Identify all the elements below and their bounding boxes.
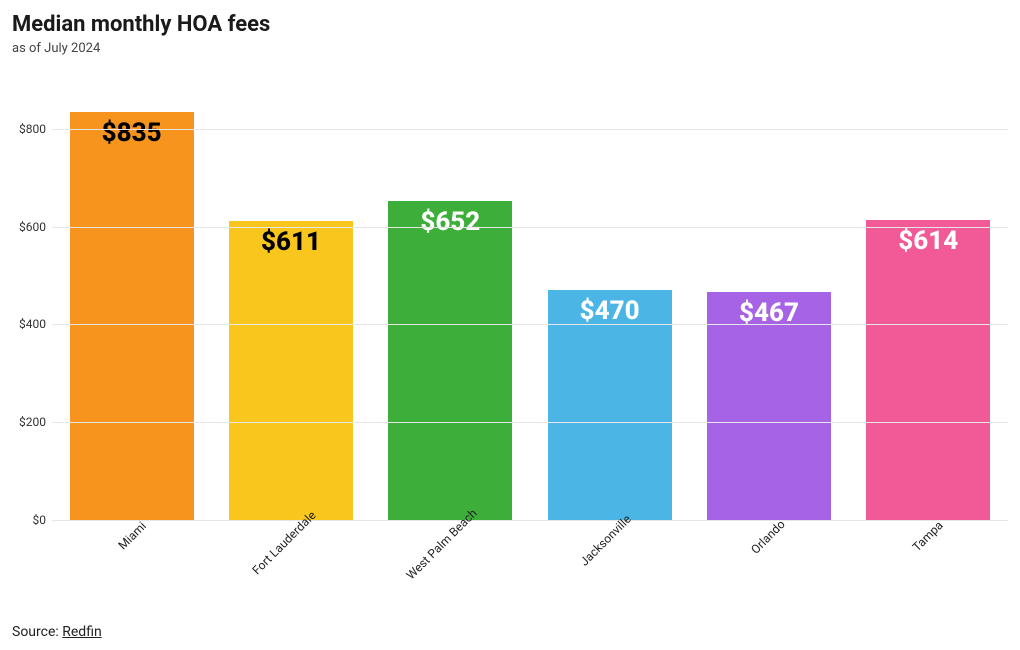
gridline [52,227,1008,228]
source-link[interactable]: Redfin [62,624,101,640]
x-tick: Miami [52,520,211,610]
bar-value-label: $652 [420,207,480,237]
source-line: Source: Redfin [12,624,102,640]
bar-value-label: $835 [102,118,162,148]
y-tick-label: $600 [8,220,46,234]
gridline [52,422,1008,423]
x-tick-label: Miami [115,519,148,552]
bar: $835 [70,112,194,520]
plot-area: $835$611$652$470$467$614 $0$200$400$600$… [52,80,1008,520]
bar-slot: $467 [689,80,848,520]
bar-slot: $835 [52,80,211,520]
x-tick-label: Jacksonville [577,512,634,569]
x-tick: Tampa [849,520,1008,610]
chart-title: Median monthly HOA fees [12,12,1008,37]
bar-value-label: $614 [898,226,958,256]
bar-value-label: $467 [739,298,799,328]
source-prefix: Source: [12,624,62,640]
y-tick-label: $800 [8,122,46,136]
bar-value-label: $470 [580,296,640,326]
bar-slot: $652 [371,80,530,520]
y-tick-label: $200 [8,415,46,429]
bars-container: $835 $611 $652 $470 $467 $614 [52,80,1008,520]
x-tick-label: Tampa [910,518,946,554]
bar-slot: $611 [211,80,370,520]
x-tick-label: Orlando [748,517,788,557]
gridline [52,129,1008,130]
y-tick-label: $0 [8,513,46,527]
bar: $467 [707,292,831,520]
bar-slot: $470 [530,80,689,520]
x-tick: Fort Lauderdale [211,520,370,610]
chart-area: $835$611$652$470$467$614 $0$200$400$600$… [12,70,1008,610]
bar-slot: $614 [849,80,1008,520]
y-tick-label: $400 [8,317,46,331]
bar: $652 [388,201,512,520]
bar: $611 [229,221,353,520]
chart-subtitle: as of July 2024 [12,41,1008,56]
x-tick: West Palm Beach [371,520,530,610]
x-axis: Miami Fort LauderdaleWest Palm BeachJacks… [52,520,1008,610]
x-tick: Orlando [689,520,848,610]
bar: $614 [866,220,990,520]
gridline [52,324,1008,325]
x-tick: Jacksonville [530,520,689,610]
bar-value-label: $611 [261,227,321,257]
